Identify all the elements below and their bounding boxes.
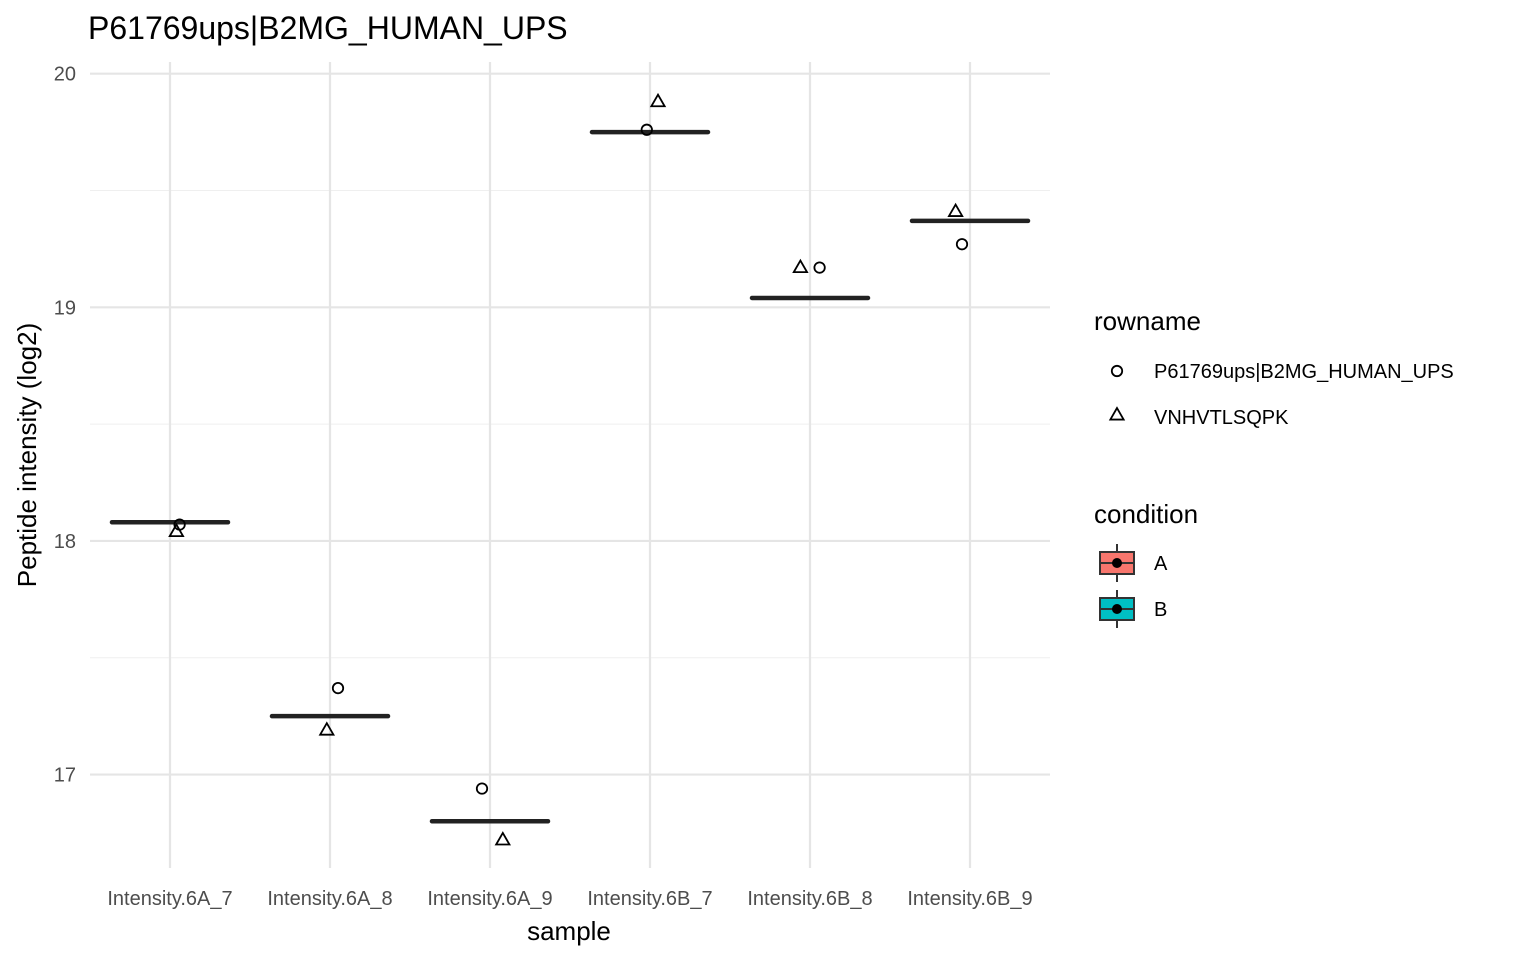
legend-key-boxplot [1099,590,1135,628]
legend-label: P61769ups|B2MG_HUMAN_UPS [1154,361,1454,383]
x-tick-label: Intensity.6B_8 [747,888,872,910]
y-tick-label: 18 [54,531,76,553]
chart-title: P61769ups|B2MG_HUMAN_UPS [88,10,568,46]
x-axis-ticks: Intensity.6A_7 Intensity.6A_8 Intensity.6A… [107,888,1032,910]
point-triangle [947,202,964,217]
legend-key-circle [1110,364,1124,378]
legend-key-dot [1112,604,1122,614]
legend-key-dot [1112,558,1122,568]
median-bars [109,129,1031,824]
x-tick-label: Intensity.6A_8 [267,888,392,910]
y-tick-label: 17 [54,765,76,787]
legend: rowname P61769ups|B2MG_HUMAN_UPS VNHVTLSQ… [1094,306,1454,628]
point-circle [475,782,489,795]
legend-key-boxplot [1099,544,1135,582]
grid [90,62,1050,868]
legend-rowname-title: rowname [1094,306,1201,336]
legend-rowname-items: P61769ups|B2MG_HUMAN_UPS VNHVTLSQPK [1108,361,1454,429]
point-triangle [649,92,667,108]
x-tick-label: Intensity.6A_7 [107,888,232,910]
y-axis-ticks: 17 18 19 20 [54,64,76,787]
point-circle [640,123,653,136]
point-circle [955,238,969,251]
x-tick-label: Intensity.6B_7 [587,888,712,910]
legend-label: A [1154,553,1168,575]
point-circle [813,261,826,274]
legend-key-triangle [1108,406,1126,421]
legend-label: B [1154,599,1167,621]
point-circle [331,682,345,695]
point-triangle [494,831,512,846]
legend-condition-items: AB [1099,544,1168,628]
x-tick-label: Intensity.6A_9 [427,888,552,910]
point-triangle [168,522,185,538]
legend-condition-title: condition [1094,499,1198,529]
data-points [168,92,969,846]
legend-label: VNHVTLSQPK [1154,407,1289,429]
point-triangle [792,258,809,274]
x-axis-title: sample [527,916,611,946]
y-tick-label: 19 [54,297,76,319]
point-triangle [318,721,336,736]
x-tick-label: Intensity.6B_9 [907,888,1032,910]
y-tick-label: 20 [54,64,76,86]
y-axis-title: Peptide intensity (log2) [12,323,42,587]
